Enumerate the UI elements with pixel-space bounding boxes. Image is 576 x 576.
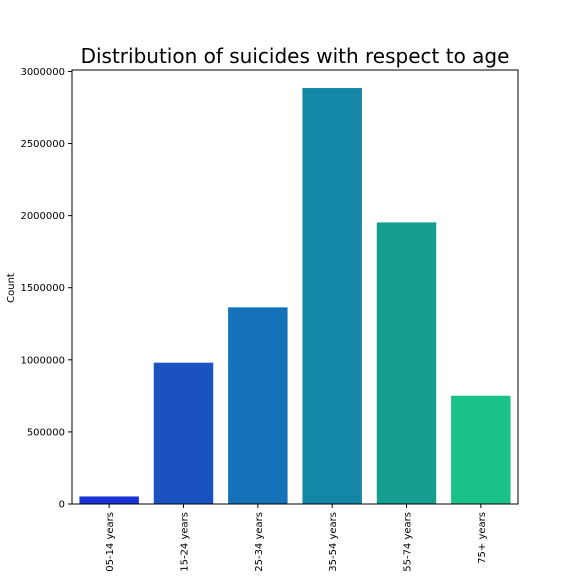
chart-title: Distribution of suicides with respect to… xyxy=(81,44,510,68)
bar-0 xyxy=(79,496,138,504)
x-tick-label-4: 55-74 years xyxy=(403,512,414,572)
y-tick-label-0: 0 xyxy=(59,500,65,511)
bars-group xyxy=(79,88,510,504)
x-tick-label-2: 25-34 years xyxy=(254,512,265,572)
x-tick-label-3: 35-54 years xyxy=(328,512,339,572)
y-tick-label-1: 500000 xyxy=(27,427,65,438)
bar-3 xyxy=(302,88,361,504)
y-tick-label-6: 3000000 xyxy=(20,67,65,78)
bar-4 xyxy=(377,222,436,504)
bar-2 xyxy=(228,307,287,504)
y-tick-label-5: 2500000 xyxy=(20,139,65,150)
bar-5 xyxy=(451,396,510,504)
y-tick-label-2: 1000000 xyxy=(20,355,65,366)
bar-1 xyxy=(154,363,213,504)
x-tick-label-1: 15-24 years xyxy=(180,512,191,572)
y-axis-label: Count xyxy=(6,273,17,303)
x-ticks-group: 05-14 years 15-24 years 25-34 years 35-54 y… xyxy=(105,504,488,572)
y-tick-label-4: 2000000 xyxy=(20,211,65,222)
y-ticks-group: 0 500000 1000000 1500000 2000000 2500000 30000… xyxy=(20,67,72,511)
x-tick-label-0: 05-14 years xyxy=(105,512,116,572)
x-tick-label-5: 75+ years xyxy=(477,512,488,564)
y-tick-label-3: 1500000 xyxy=(20,283,65,294)
